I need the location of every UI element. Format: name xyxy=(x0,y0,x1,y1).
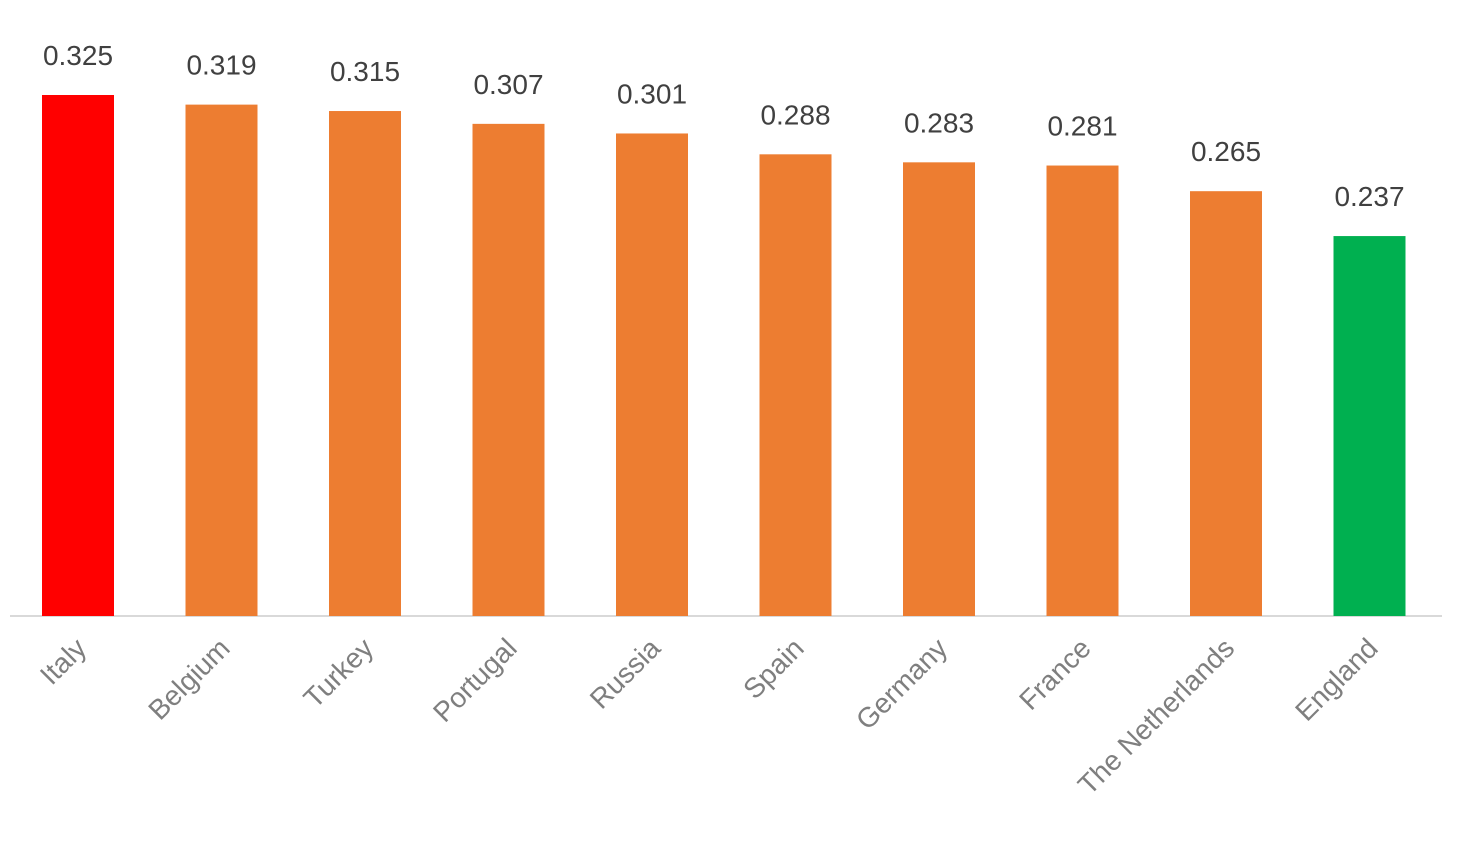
bar xyxy=(903,162,975,616)
x-tick-label: France xyxy=(1013,632,1097,716)
value-label: 0.283 xyxy=(904,107,974,138)
value-label: 0.315 xyxy=(330,56,400,87)
bar xyxy=(1333,236,1406,616)
bar xyxy=(185,104,258,616)
x-tick-label: Portugal xyxy=(427,632,523,728)
x-tick-label: Russia xyxy=(584,632,667,715)
bar xyxy=(1046,165,1119,616)
bar xyxy=(472,123,545,617)
x-tick-label: The Netherlands xyxy=(1072,632,1240,800)
bar xyxy=(42,95,114,616)
x-tick-label: Germany xyxy=(850,632,953,735)
x-tick-label: Turkey xyxy=(298,632,380,714)
bar xyxy=(1190,191,1262,616)
value-label: 0.288 xyxy=(760,99,830,130)
bar xyxy=(616,133,688,616)
x-tick-label: England xyxy=(1289,632,1384,727)
value-label: 0.237 xyxy=(1334,181,1404,212)
value-label: 0.307 xyxy=(473,69,543,100)
x-tick-label: Spain xyxy=(737,632,810,705)
value-label: 0.265 xyxy=(1191,136,1261,167)
x-tick-label: Italy xyxy=(34,632,92,690)
value-label: 0.281 xyxy=(1047,111,1117,142)
value-label: 0.325 xyxy=(43,40,113,71)
value-label: 0.301 xyxy=(617,78,687,109)
bar xyxy=(759,154,832,616)
value-label: 0.319 xyxy=(186,50,256,81)
x-tick-label: Belgium xyxy=(142,632,235,725)
bar xyxy=(329,111,401,617)
